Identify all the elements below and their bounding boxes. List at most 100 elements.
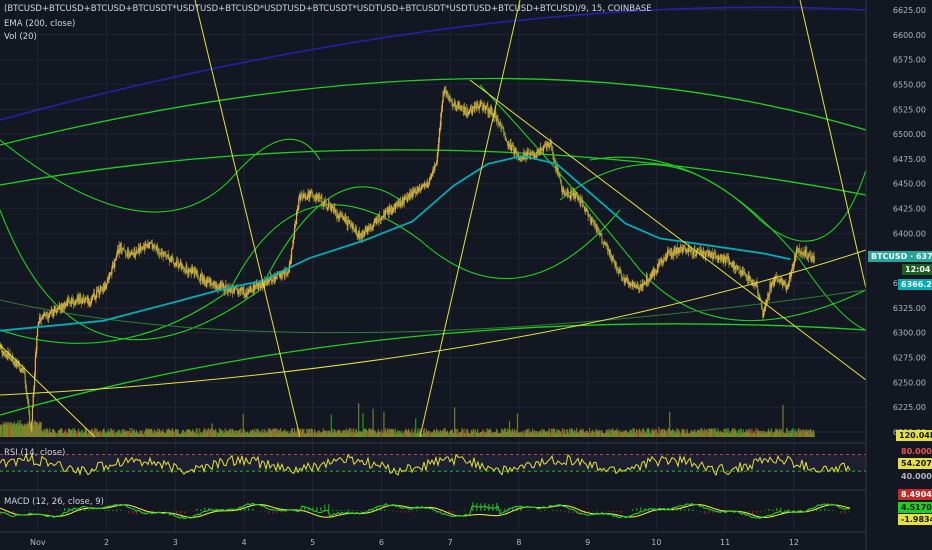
candle-body	[572, 193, 574, 197]
volume-bar	[555, 429, 558, 437]
volume-bar	[78, 428, 80, 437]
ema-200-line	[0, 154, 791, 332]
volume-bar	[357, 431, 359, 437]
candle-body	[204, 277, 206, 284]
volume-bar	[517, 432, 519, 437]
volume-bar	[248, 433, 250, 437]
candle-body	[240, 288, 242, 290]
volume-bar	[211, 423, 213, 437]
macd-histogram-bar	[564, 511, 566, 512]
volume-bar	[71, 430, 73, 437]
candle-body	[282, 272, 284, 274]
candle-body	[69, 302, 71, 304]
candle-body	[300, 195, 302, 201]
candle-body	[214, 285, 216, 287]
candle-body	[148, 243, 150, 248]
macd-histogram-bar	[464, 510, 466, 511]
candle-body	[425, 184, 427, 186]
candle-body	[168, 254, 170, 259]
macd-histogram-bar	[280, 511, 282, 513]
candle-body	[623, 278, 625, 283]
volume-bar	[780, 429, 783, 437]
volume-bar	[770, 430, 772, 437]
candle-body	[666, 253, 668, 260]
candle-body	[91, 299, 93, 302]
volume-bar	[638, 428, 640, 437]
candle-body	[807, 253, 809, 258]
candle-body	[377, 221, 379, 223]
volume-bar	[614, 431, 616, 437]
candle-body	[524, 156, 526, 159]
candle-body	[648, 279, 651, 281]
candle-body	[425, 184, 428, 187]
candle-body	[741, 270, 744, 275]
volume-bar	[430, 433, 432, 437]
volume-bar	[535, 431, 537, 437]
volume-bar	[346, 430, 348, 437]
macd-histogram-bar	[772, 509, 774, 511]
volume-bar	[783, 432, 785, 437]
volume-bar	[83, 431, 86, 437]
volume-bar	[176, 431, 179, 437]
candle-body	[711, 252, 713, 257]
candle-body	[662, 261, 664, 264]
volume-bar	[33, 425, 35, 437]
candle-body	[736, 266, 738, 270]
candle-body	[316, 196, 318, 200]
candle-body	[461, 107, 464, 109]
trend-arc	[0, 186, 401, 341]
candle-body	[732, 262, 734, 268]
volume-bar	[757, 429, 760, 437]
volume-bar	[684, 433, 687, 437]
time-tick-label: 8	[516, 538, 521, 547]
volume-bar	[781, 433, 783, 437]
volume-bar	[485, 432, 488, 437]
volume-bar	[436, 431, 438, 437]
volume-bar	[752, 432, 755, 437]
candle-body	[520, 157, 522, 158]
volume-bar	[194, 433, 196, 437]
macd-histogram-bar	[660, 509, 662, 511]
volume-bar	[250, 431, 252, 437]
volume-bar	[390, 428, 392, 437]
volume-bar	[481, 431, 483, 437]
volume-bar	[622, 430, 624, 437]
candle-body	[329, 205, 332, 210]
candle-body	[323, 201, 325, 204]
candle-body	[553, 159, 555, 161]
volume-bar	[590, 433, 592, 437]
candle-body	[769, 283, 771, 294]
candle-body	[584, 207, 586, 211]
candle-body	[97, 290, 99, 292]
candle-body	[363, 234, 365, 236]
volume-bar	[423, 428, 425, 437]
candle-body	[191, 269, 193, 274]
macd-histogram-bar	[704, 511, 706, 514]
volume-bar	[175, 429, 177, 437]
volume-bar	[92, 431, 94, 437]
candle-body	[108, 275, 110, 280]
volume-bar	[276, 428, 278, 437]
candle-body	[374, 218, 376, 220]
volume-bar	[604, 433, 606, 437]
volume-bar	[142, 433, 144, 437]
candle-body	[801, 251, 804, 255]
candle-body	[346, 224, 348, 226]
candle-body	[712, 256, 714, 259]
volume-bar	[565, 429, 568, 437]
candle-body	[281, 272, 283, 278]
volume-bar	[148, 428, 150, 437]
volume-bar	[315, 433, 317, 437]
volume-bar	[47, 428, 49, 437]
candle-body	[21, 368, 23, 371]
volume-bar	[666, 433, 668, 437]
volume-bar	[117, 430, 119, 437]
candle-body	[176, 260, 178, 263]
volume-bar	[277, 430, 279, 437]
candle-body	[782, 284, 784, 286]
candle-body	[208, 279, 210, 283]
candle-body	[221, 283, 223, 286]
candle-body	[556, 165, 558, 173]
volume-bar	[5, 423, 8, 437]
